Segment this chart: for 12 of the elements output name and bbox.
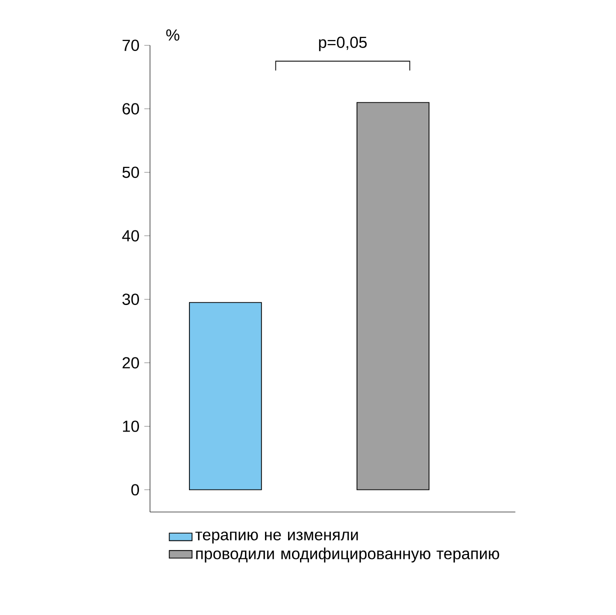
y-tick-label: 60 bbox=[122, 103, 139, 114]
annotation: p=0,05 bbox=[319, 36, 367, 52]
legend-label: проводили модифицированную терапию bbox=[196, 548, 500, 562]
y-tick-label: 20 bbox=[122, 357, 139, 368]
y-axis-title: % bbox=[166, 29, 180, 41]
y-tick-label: 40 bbox=[122, 230, 139, 242]
y-tick-label: 10 bbox=[123, 420, 139, 432]
y-tick-label: 30 bbox=[122, 294, 139, 305]
legend-label: терапию не изменяли bbox=[195, 532, 358, 544]
y-tick-label: 0 bbox=[131, 484, 139, 496]
y-tick-label: 70 bbox=[122, 40, 139, 51]
y-tick-label: 50 bbox=[122, 166, 139, 178]
